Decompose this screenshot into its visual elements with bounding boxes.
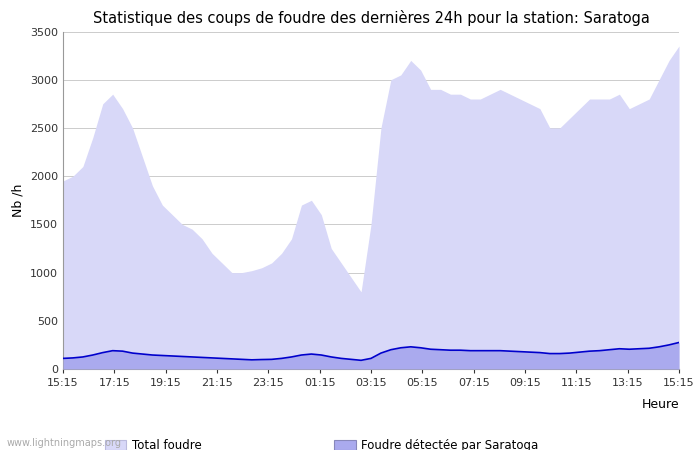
Text: www.lightningmaps.org: www.lightningmaps.org — [7, 438, 122, 448]
Text: Heure: Heure — [641, 398, 679, 411]
Legend: Total foudre, Moyenne de toutes les stations, Foudre détectée par Saratoga: Total foudre, Moyenne de toutes les stat… — [105, 439, 539, 450]
Title: Statistique des coups de foudre des dernières 24h pour la station: Saratoga: Statistique des coups de foudre des dern… — [92, 10, 650, 26]
Y-axis label: Nb /h: Nb /h — [11, 184, 25, 217]
